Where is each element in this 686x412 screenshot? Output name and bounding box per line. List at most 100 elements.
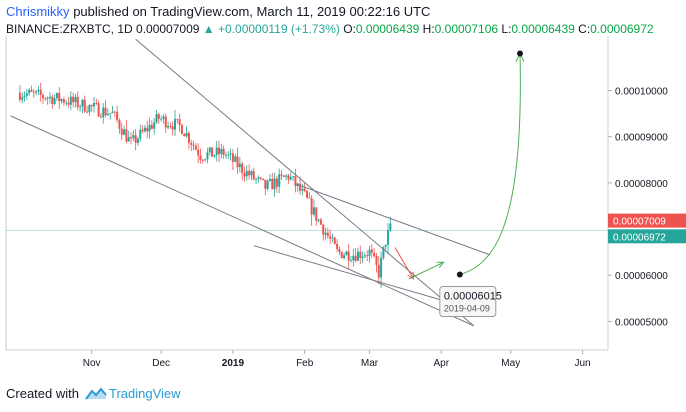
candle-body — [377, 264, 380, 278]
final-point — [517, 50, 524, 57]
created-with-text: Created with — [6, 386, 79, 401]
candle-body — [201, 159, 204, 161]
candle-body — [317, 219, 320, 221]
tradingview-brand-link[interactable]: TradingView — [108, 386, 181, 401]
low-label: L: — [501, 22, 512, 36]
candle-body — [380, 257, 383, 278]
candle-body — [273, 178, 276, 190]
candle-body — [231, 153, 234, 162]
candle-body — [373, 252, 376, 256]
annotation-price: 0.00006015 — [444, 291, 502, 303]
candle-body — [169, 126, 172, 127]
candle-body — [324, 232, 327, 235]
symbol-label: BINANCE:ZRXBTC, 1D — [6, 22, 133, 36]
candle-body — [220, 148, 223, 155]
candle-body — [141, 129, 144, 132]
candle-body — [44, 98, 47, 100]
price-badge-label: 0.00006972 — [613, 232, 666, 243]
candle-body — [113, 111, 116, 113]
candle-body — [354, 255, 357, 261]
candle-body — [222, 148, 225, 155]
last-price: 0.00007009 — [136, 22, 200, 36]
footer: Created with TradingView — [6, 386, 181, 401]
red-projection-arrow-head — [407, 271, 415, 280]
candle-body — [208, 147, 211, 153]
candle-body — [264, 179, 267, 189]
candle-body — [18, 92, 21, 100]
candle-body — [299, 183, 302, 191]
candle-body — [155, 114, 158, 123]
candle-body — [83, 99, 86, 112]
candle-body — [384, 244, 387, 247]
candle-body — [25, 93, 28, 96]
candle-body — [366, 255, 369, 257]
x-tick-label: Dec — [152, 358, 170, 369]
candle-body — [382, 246, 385, 258]
target-point — [456, 271, 463, 278]
close-label: C: — [578, 22, 591, 36]
candle-body — [347, 251, 350, 261]
candle-body — [275, 178, 278, 187]
candle-body — [326, 232, 329, 237]
price-badge — [608, 229, 686, 244]
trendline — [10, 115, 474, 327]
candle-body — [218, 147, 221, 155]
y-tick-label: 0.00010000 — [615, 86, 668, 97]
candle-body — [30, 89, 33, 92]
candle-body — [197, 149, 200, 156]
candle-body — [248, 170, 251, 176]
candle-body — [333, 237, 336, 244]
candle-body — [266, 180, 269, 189]
candle-body — [194, 145, 197, 150]
candle-body — [271, 178, 274, 190]
candle-body — [134, 135, 137, 143]
tradingview-logo-icon — [85, 386, 107, 400]
y-tick-label: 0.00009000 — [615, 133, 668, 144]
trendline — [295, 183, 491, 256]
x-tick-label: Mar — [361, 358, 379, 369]
candle-body — [102, 107, 105, 118]
candle-body — [127, 137, 130, 142]
price-badge — [608, 213, 686, 228]
open-value: 0.00006439 — [355, 22, 420, 36]
candle-body — [375, 255, 378, 265]
candle-body — [368, 249, 371, 256]
candle-body — [356, 251, 359, 261]
candle-body — [23, 95, 26, 98]
candle-body — [359, 251, 362, 258]
publish-info: Chrismikky published on TradingView.com,… — [6, 4, 430, 19]
trendline — [253, 245, 449, 303]
green-projection-curve — [459, 53, 521, 275]
candle-body — [349, 260, 352, 262]
candle-body — [139, 129, 142, 139]
candle-body — [340, 251, 343, 259]
candle-body — [245, 170, 248, 177]
annotation-box — [439, 286, 497, 318]
candle-body — [92, 102, 95, 107]
candle-body — [336, 243, 339, 249]
candle-body — [234, 156, 237, 162]
candle-body — [106, 114, 109, 116]
candle-body — [192, 144, 195, 146]
candle-body — [76, 96, 79, 108]
candle-body — [301, 188, 304, 191]
candle-body — [229, 153, 232, 155]
candle-body — [42, 95, 45, 99]
candle-body — [143, 127, 146, 132]
candle-body — [255, 178, 258, 180]
candle-body — [389, 223, 392, 231]
candle-body — [338, 248, 341, 252]
candle-body — [257, 177, 260, 179]
candle-body — [51, 96, 54, 105]
candle-body — [37, 89, 40, 92]
candle-body — [387, 230, 390, 245]
candle-body — [319, 219, 322, 225]
author-link[interactable]: Chrismikky — [6, 4, 70, 19]
x-tick-label: Feb — [296, 358, 314, 369]
candle-body — [74, 96, 77, 103]
red-projection-arrow — [394, 247, 414, 280]
candle-body — [39, 89, 42, 96]
candle-body — [104, 107, 107, 116]
candle-body — [81, 99, 84, 107]
